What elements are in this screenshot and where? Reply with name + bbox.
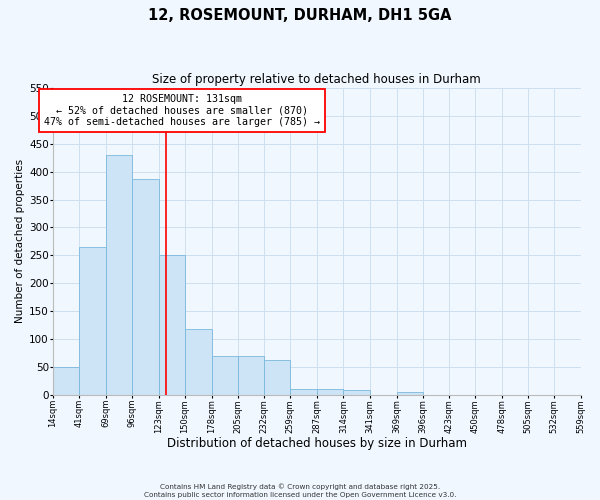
Bar [343, 390, 370, 395]
Bar [212, 356, 238, 395]
Bar [290, 389, 317, 395]
Bar [79, 247, 106, 395]
Bar [185, 329, 212, 395]
X-axis label: Distribution of detached houses by size in Durham: Distribution of detached houses by size … [167, 437, 467, 450]
Bar [53, 367, 79, 395]
Bar [133, 179, 158, 395]
Bar [317, 389, 343, 395]
Text: 12, ROSEMOUNT, DURHAM, DH1 5GA: 12, ROSEMOUNT, DURHAM, DH1 5GA [148, 8, 452, 22]
Bar [238, 356, 264, 395]
Text: Contains HM Land Registry data © Crown copyright and database right 2025.
Contai: Contains HM Land Registry data © Crown c… [144, 484, 456, 498]
Bar [106, 155, 133, 395]
Bar [264, 360, 290, 395]
Bar [397, 392, 423, 395]
Bar [158, 256, 185, 395]
Y-axis label: Number of detached properties: Number of detached properties [15, 160, 25, 324]
Text: 12 ROSEMOUNT: 131sqm
← 52% of detached houses are smaller (870)
47% of semi-deta: 12 ROSEMOUNT: 131sqm ← 52% of detached h… [44, 94, 320, 128]
Title: Size of property relative to detached houses in Durham: Size of property relative to detached ho… [152, 72, 481, 86]
